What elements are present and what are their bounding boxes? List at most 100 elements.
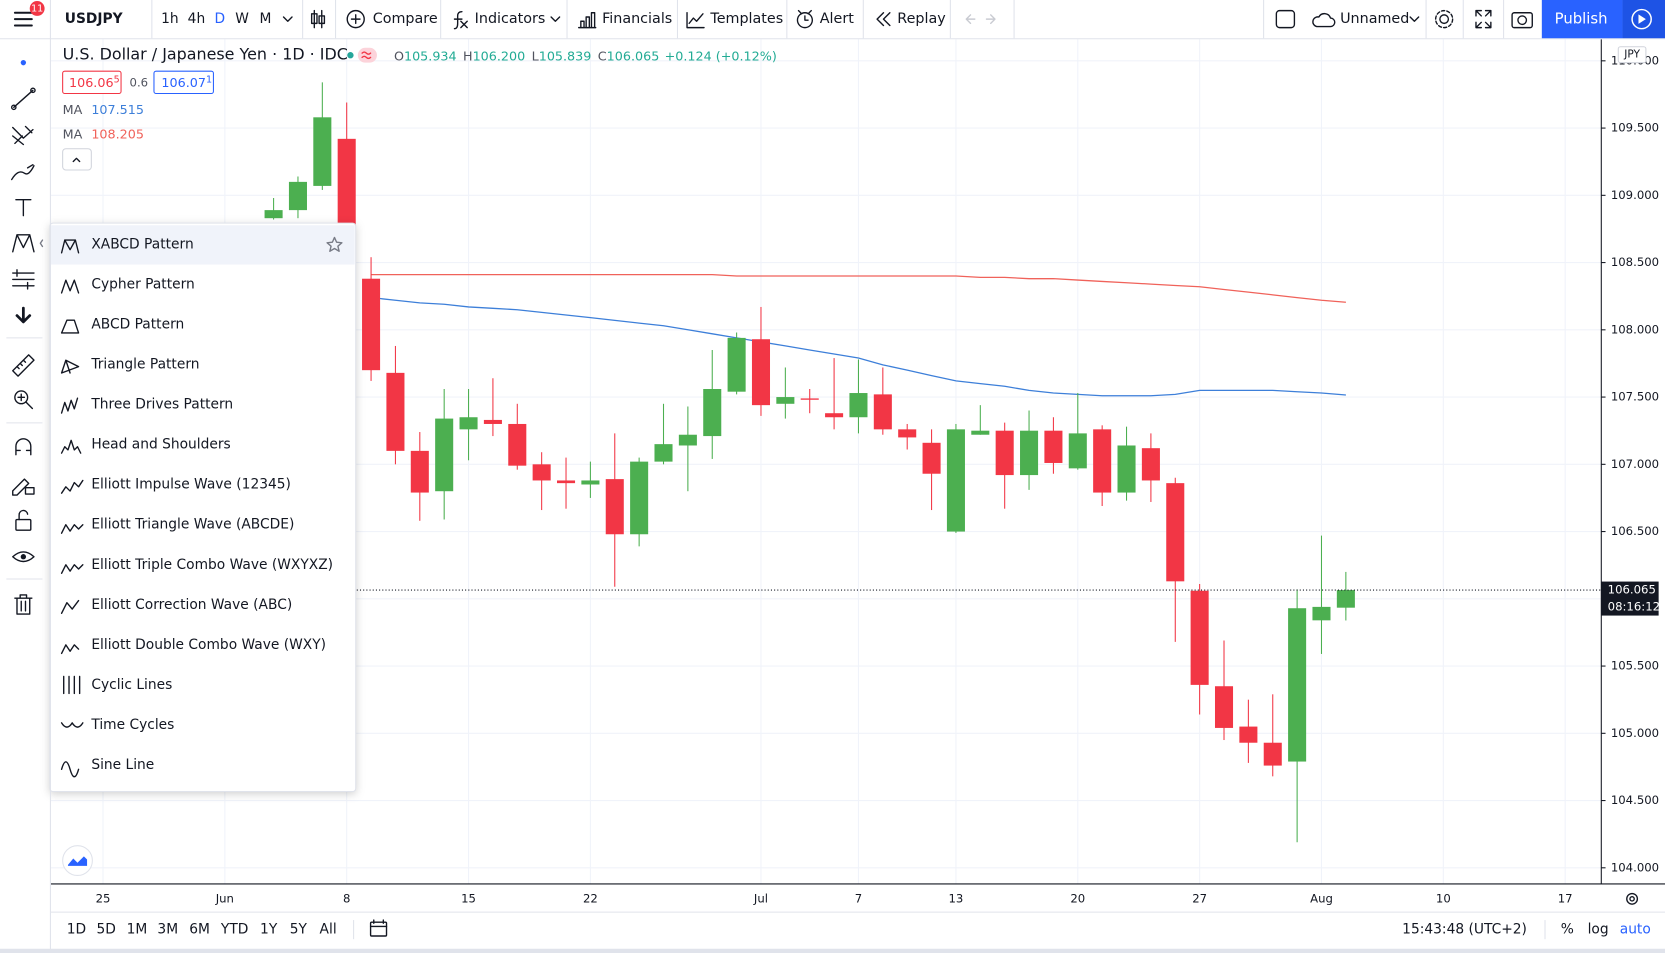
measure-tool[interactable] bbox=[12, 354, 35, 377]
candle-body bbox=[288, 181, 307, 211]
menu-item[interactable]: ABCD Pattern bbox=[91, 316, 184, 332]
range-button[interactable]: 5D bbox=[96, 922, 115, 938]
toolbar-button[interactable]: Alert bbox=[820, 11, 854, 27]
logo[interactable] bbox=[62, 845, 93, 876]
ask-box[interactable] bbox=[153, 70, 214, 95]
range-button[interactable]: 1M bbox=[127, 922, 148, 938]
candle-body bbox=[605, 479, 624, 535]
toolbar-button[interactable]: Templates bbox=[709, 11, 783, 27]
range-button[interactable]: 3M bbox=[157, 922, 178, 938]
cursor-tool[interactable] bbox=[20, 60, 27, 66]
interval[interactable]: D bbox=[214, 11, 225, 27]
menu-item[interactable]: Cypher Pattern bbox=[91, 276, 194, 292]
menu-item[interactable]: XABCD Pattern bbox=[91, 236, 193, 252]
text-tool[interactable] bbox=[15, 199, 32, 217]
interval[interactable]: 4h bbox=[188, 11, 206, 27]
more-tools[interactable] bbox=[15, 306, 32, 324]
menu-item[interactable]: Cyclic Lines bbox=[91, 677, 172, 693]
fullscreen-icon[interactable] bbox=[1475, 9, 1492, 29]
interval-dropdown[interactable] bbox=[282, 16, 293, 22]
clock: 15:43:48 (UTC+2) bbox=[1402, 922, 1527, 938]
menu-item[interactable]: Elliott Double Combo Wave (WXY) bbox=[91, 637, 326, 653]
lock-drawings-tool[interactable] bbox=[12, 478, 35, 496]
publish-button[interactable] bbox=[1541, 0, 1623, 39]
moving-average-line bbox=[370, 296, 1346, 397]
toolbar-button[interactable]: Replay bbox=[897, 11, 946, 27]
menu-item[interactable]: Elliott Impulse Wave (12345) bbox=[91, 477, 291, 493]
layout-dropdown[interactable] bbox=[1409, 16, 1420, 22]
menu-item[interactable]: Sine Line bbox=[91, 757, 154, 773]
alert-icon bbox=[796, 9, 814, 29]
range-button[interactable]: 1Y bbox=[260, 922, 278, 938]
bid-box[interactable] bbox=[62, 70, 122, 95]
currency: JPY bbox=[1623, 48, 1640, 61]
trend-line-tool[interactable] bbox=[13, 89, 34, 108]
range-button[interactable]: 6M bbox=[189, 922, 210, 938]
candle-body bbox=[1263, 742, 1282, 766]
goto-date[interactable] bbox=[369, 921, 388, 937]
ohlc-value: 106.065 bbox=[607, 49, 660, 64]
scale-option[interactable]: log bbox=[1588, 922, 1609, 938]
candle-body bbox=[264, 210, 283, 219]
zoom-tool[interactable] bbox=[14, 390, 29, 405]
menu-item[interactable]: Elliott Triple Combo Wave (WXYXZ) bbox=[91, 557, 333, 573]
interval[interactable]: M bbox=[260, 11, 272, 27]
menu-panel bbox=[49, 222, 357, 793]
range-button[interactable]: 1D bbox=[67, 922, 86, 938]
redo[interactable] bbox=[985, 14, 996, 25]
delete-tool[interactable] bbox=[14, 594, 33, 615]
menu-item[interactable]: Head and Shoulders bbox=[91, 437, 230, 453]
menu-icon[interactable] bbox=[13, 11, 33, 27]
scale-option[interactable]: % bbox=[1561, 922, 1574, 938]
logo-mark bbox=[67, 856, 88, 866]
toolbar-button[interactable]: Indicators bbox=[475, 11, 546, 27]
favorite-star[interactable] bbox=[326, 236, 343, 252]
x-tick-label: Aug bbox=[1310, 891, 1333, 905]
ohlc-key: O bbox=[394, 49, 404, 64]
y-tick-label: 107.500 bbox=[1611, 390, 1659, 404]
y-tick-label: 109.000 bbox=[1611, 188, 1659, 202]
settings-gear[interactable] bbox=[1439, 14, 1450, 25]
x-tick-label: Jul bbox=[753, 891, 768, 905]
range-button[interactable]: All bbox=[320, 922, 337, 938]
axis-settings[interactable] bbox=[1626, 892, 1639, 905]
undo[interactable] bbox=[965, 14, 976, 25]
indicators-dropdown[interactable] bbox=[550, 16, 561, 22]
indicator-name: MA bbox=[63, 103, 83, 118]
market-status bbox=[347, 52, 354, 59]
toolbar-button[interactable]: Compare bbox=[373, 11, 438, 27]
menu-item[interactable]: Time Cycles bbox=[90, 717, 174, 733]
layout-icon[interactable] bbox=[1275, 9, 1296, 29]
lock-tool[interactable] bbox=[15, 518, 32, 531]
menu-item[interactable]: Triangle Pattern bbox=[90, 357, 199, 373]
axes: 104.000104.500105.000105.500106.000106.5… bbox=[50, 39, 1665, 905]
compare-plus bbox=[350, 14, 361, 25]
symbol[interactable]: USDJPY bbox=[65, 11, 124, 27]
magnet-tool[interactable] bbox=[15, 438, 32, 456]
menu-item[interactable]: Three Drives Pattern bbox=[90, 397, 233, 413]
menu-item[interactable]: Elliott Triangle Wave (ABCDE) bbox=[91, 517, 294, 533]
range-button[interactable]: YTD bbox=[220, 922, 248, 938]
ohlc-key: H bbox=[463, 49, 473, 64]
prediction-tool[interactable] bbox=[12, 269, 35, 290]
menu-item-icon bbox=[60, 524, 84, 534]
moving-average-line bbox=[371, 274, 1346, 303]
pitchfork-tool[interactable] bbox=[12, 125, 34, 146]
brush-tool[interactable] bbox=[10, 163, 35, 181]
last-price-box bbox=[1601, 581, 1659, 616]
interval[interactable]: 1h bbox=[161, 11, 179, 27]
layout-name[interactable]: Unnamed bbox=[1340, 11, 1409, 27]
menu-item[interactable]: Elliott Correction Wave (ABC) bbox=[91, 597, 292, 613]
candle-body bbox=[630, 461, 649, 535]
chart-type-icon[interactable] bbox=[310, 9, 326, 29]
currency-box[interactable] bbox=[1617, 46, 1647, 64]
visibility-tool[interactable] bbox=[12, 551, 35, 563]
snapshot-icon[interactable] bbox=[1511, 12, 1533, 29]
interval[interactable]: W bbox=[235, 11, 249, 27]
range-button[interactable]: 5Y bbox=[290, 922, 308, 938]
scale-option[interactable]: auto bbox=[1620, 922, 1651, 938]
toolbar-button[interactable]: Financials bbox=[602, 11, 672, 27]
patterns-tool[interactable] bbox=[12, 234, 35, 253]
